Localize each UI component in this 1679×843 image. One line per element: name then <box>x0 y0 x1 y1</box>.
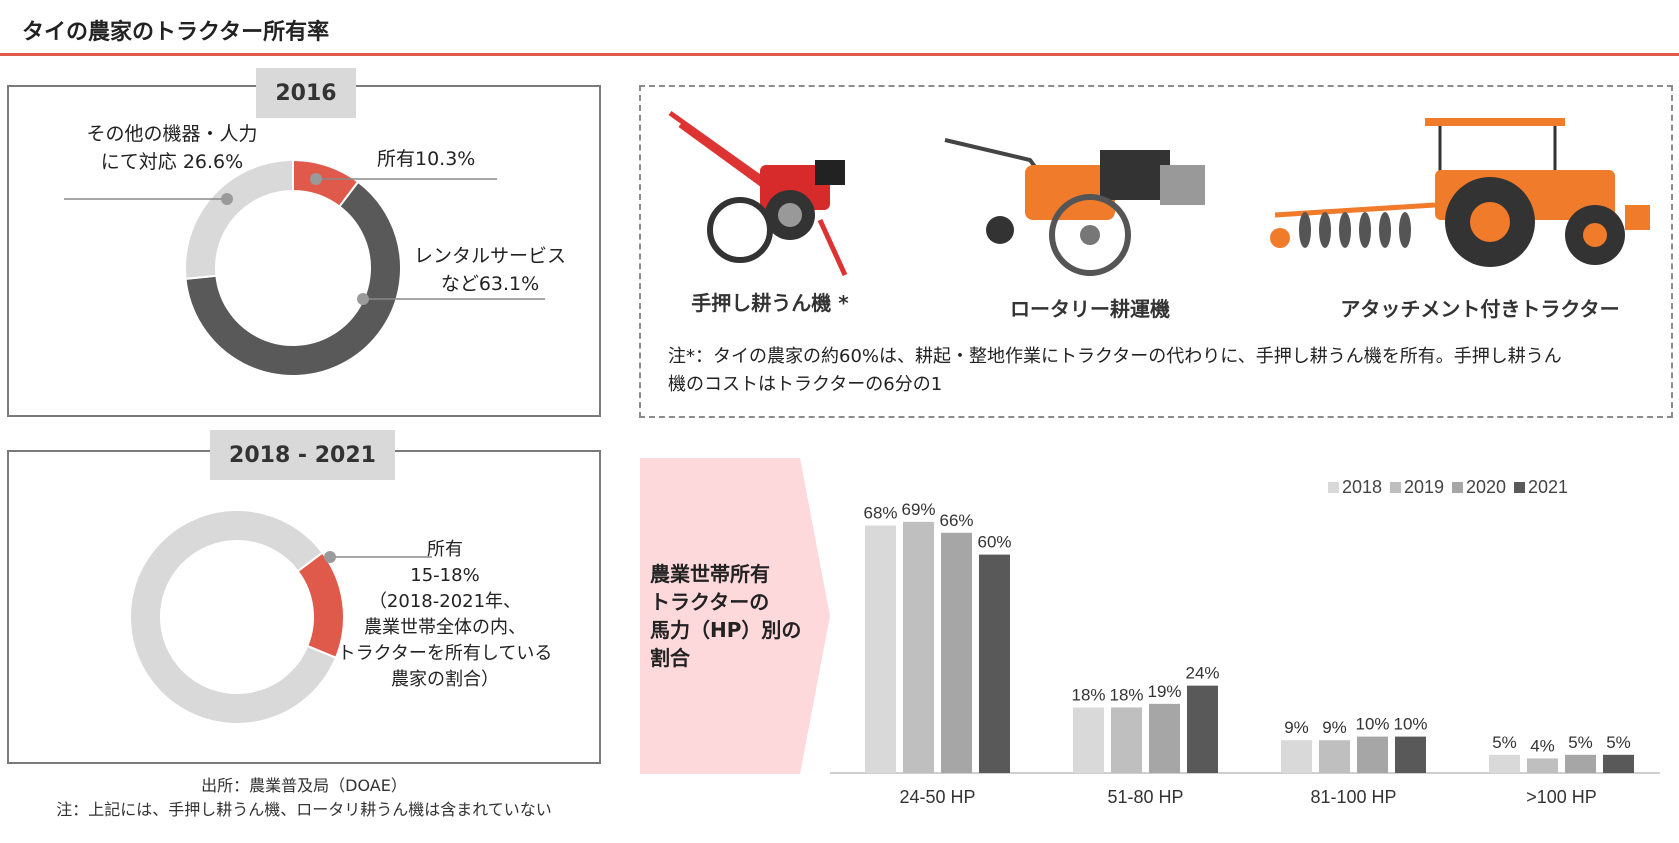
banner-line4: 割合 <box>650 646 690 670</box>
label-own-2016: 所有10.3% <box>377 148 476 170</box>
legend-label-2021: 2021 <box>1528 477 1568 497</box>
bar-label-2019-1: 18% <box>1109 685 1143 704</box>
bar-label-2019-0: 69% <box>901 500 935 519</box>
banner-line3: 馬力（HP）別の <box>650 618 802 642</box>
bar-2021-0 <box>979 554 1010 773</box>
category-label-2: 81-100 HP <box>1310 787 1396 807</box>
title-divider <box>0 53 1679 56</box>
bar-label-2020-1: 19% <box>1147 682 1181 701</box>
legend-swatch-2020 <box>1452 482 1463 493</box>
label-rental-line2: など63.1% <box>440 273 540 295</box>
label-own-line5: トラクターを所有している <box>337 643 553 664</box>
source-note: 出所：農業普及局（DOAE） <box>201 776 407 795</box>
page-title: タイの農家のトラクター所有率 <box>22 20 330 45</box>
machines-box <box>639 85 1673 418</box>
bar-label-2021-0: 60% <box>977 533 1011 552</box>
tab-2018-2021: 2018 - 2021 <box>210 430 395 480</box>
tab-2016: 2016 <box>256 68 356 118</box>
caption-walking-tractor: 手押し耕うん機 * <box>691 291 849 315</box>
bar-label-2018-0: 68% <box>863 503 897 522</box>
chart-banner-arrow <box>640 458 830 774</box>
label-own-line4: 農業世帯全体の内、 <box>364 617 526 638</box>
bar-label-2020-3: 5% <box>1568 733 1593 752</box>
bar-label-2021-3: 5% <box>1606 733 1631 752</box>
legend-label-2019: 2019 <box>1404 477 1444 497</box>
label-other-2016: その他の機器・人力 にて対応 26.6% <box>42 120 302 176</box>
bar-2021-3 <box>1603 754 1634 773</box>
bar-2019-2 <box>1319 740 1350 773</box>
category-label-3: >100 HP <box>1526 787 1597 807</box>
banner-line2: トラクターの <box>650 590 770 614</box>
bar-2020-3 <box>1565 754 1596 773</box>
bar-label-2020-2: 10% <box>1355 715 1389 734</box>
bar-2019-3 <box>1527 758 1558 773</box>
chart-banner-text: 農業世帯所有 トラクターの 馬力（HP）別の 割合 <box>650 560 801 672</box>
label-other-line2: にて対応 26.6% <box>100 151 244 173</box>
legend-swatch-2021 <box>1514 482 1525 493</box>
category-label-1: 51-80 HP <box>1107 787 1183 807</box>
bar-label-2018-2: 9% <box>1284 718 1309 737</box>
legend-label-2020: 2020 <box>1466 477 1506 497</box>
label-rental-2016: レンタルサービス など63.1% <box>400 242 580 298</box>
legend-label-2018: 2018 <box>1342 477 1382 497</box>
bar-2020-1 <box>1149 703 1180 773</box>
caption-tractor-attachment: アタッチメント付きトラクター <box>1340 297 1620 321</box>
rotary-tiller-illustration <box>944 138 1205 276</box>
bar-2021-1 <box>1187 685 1218 773</box>
tractor-with-attachment-illustration <box>1270 118 1650 267</box>
category-label-0: 24-50 HP <box>899 787 975 807</box>
bar-label-2018-3: 5% <box>1492 733 1517 752</box>
label-own-line1: 所有 <box>427 539 463 560</box>
machines-note: 注*：タイの農家の約60%は、耕起・整地作業にトラクターの代わりに、手押し耕うん… <box>668 343 1668 399</box>
bar-2018-1 <box>1073 707 1104 773</box>
bar-2020-0 <box>941 532 972 773</box>
label-own-line2: 15-18% <box>410 565 480 586</box>
walking-tractor-illustration <box>668 110 848 277</box>
bar-2018-3 <box>1489 754 1520 773</box>
label-other-line1: その他の機器・人力 <box>86 123 258 145</box>
bar-label-2021-2: 10% <box>1393 715 1427 734</box>
caption-rotary-tiller: ロータリー耕運機 <box>1010 297 1170 321</box>
bar-2019-0 <box>903 521 934 773</box>
bar-2018-2 <box>1281 740 1312 773</box>
label-own-line6: 農家の割合） <box>391 669 499 690</box>
bar-2020-2 <box>1357 736 1388 773</box>
machines-note-line1: 注*：タイの農家の約60%は、耕起・整地作業にトラクターの代わりに、手押し耕うん… <box>668 346 1562 367</box>
bar-label-2021-1: 24% <box>1185 664 1219 683</box>
label-own-line3: （2018-2021年、 <box>368 591 522 612</box>
legend-swatch-2018 <box>1328 482 1339 493</box>
legend-swatch-2019 <box>1390 482 1401 493</box>
banner-line1: 農業世帯所有 <box>650 562 770 586</box>
bar-2019-1 <box>1111 707 1142 773</box>
bar-label-2020-0: 66% <box>939 511 973 530</box>
bar-2018-0 <box>865 525 896 773</box>
machines-note-line2: 機のコストはトラクターの6分の1 <box>668 374 943 395</box>
label-own-2018-2021: 所有 15-18% （2018-2021年、 農業世帯全体の内、 トラクターを所… <box>330 537 560 693</box>
bar-label-2019-3: 4% <box>1530 736 1555 755</box>
exclusion-note: 注：上記には、手押し耕うん機、ロータリ耕うん機は含まれていない <box>56 800 552 819</box>
bar-2021-2 <box>1395 736 1426 773</box>
label-rental-line1: レンタルサービス <box>413 245 566 267</box>
bar-label-2018-1: 18% <box>1071 685 1105 704</box>
bar-label-2019-2: 9% <box>1322 718 1347 737</box>
